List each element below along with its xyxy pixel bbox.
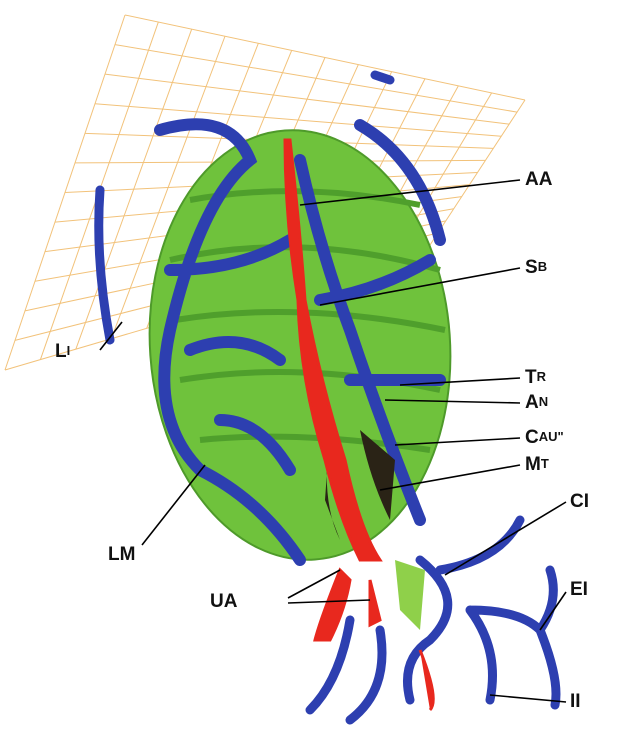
specimen bbox=[99, 75, 556, 720]
label: CAU" bbox=[525, 427, 564, 448]
label: AA bbox=[525, 169, 553, 190]
label-big: LM bbox=[108, 544, 135, 565]
label: SB bbox=[525, 257, 547, 278]
label: UA bbox=[210, 591, 238, 612]
label-big: S bbox=[525, 257, 538, 278]
label-small: N bbox=[539, 394, 548, 409]
label-big: EI bbox=[570, 579, 588, 600]
leader bbox=[445, 502, 566, 575]
label: MT bbox=[525, 454, 549, 475]
label-big: A bbox=[525, 392, 539, 413]
label-small: I bbox=[67, 343, 71, 358]
label: LM bbox=[108, 544, 135, 565]
label-big: T bbox=[525, 367, 537, 388]
label: CI bbox=[570, 491, 589, 512]
label-big: AA bbox=[525, 169, 553, 190]
figure: AASBLITRANCAU"MTCIEILMUAII bbox=[0, 0, 626, 739]
label: II bbox=[570, 691, 581, 712]
label-small: R bbox=[537, 369, 547, 384]
page: {"labels":[ {"big":"AA","small":""}, {"b… bbox=[0, 0, 626, 739]
label-small: AU" bbox=[539, 429, 564, 444]
label: EI bbox=[570, 579, 588, 600]
label-big: C bbox=[525, 427, 539, 448]
label-big: CI bbox=[570, 491, 589, 512]
label-small: B bbox=[538, 259, 547, 274]
label-big: UA bbox=[210, 591, 238, 612]
green-flap bbox=[395, 560, 425, 630]
label: AN bbox=[525, 392, 548, 413]
label-big: L bbox=[55, 341, 67, 362]
leader bbox=[142, 465, 205, 545]
label-small: T bbox=[541, 456, 549, 471]
label-big: M bbox=[525, 454, 541, 475]
label: LI bbox=[55, 341, 70, 362]
label-big: II bbox=[570, 691, 581, 712]
label: TR bbox=[525, 367, 547, 388]
